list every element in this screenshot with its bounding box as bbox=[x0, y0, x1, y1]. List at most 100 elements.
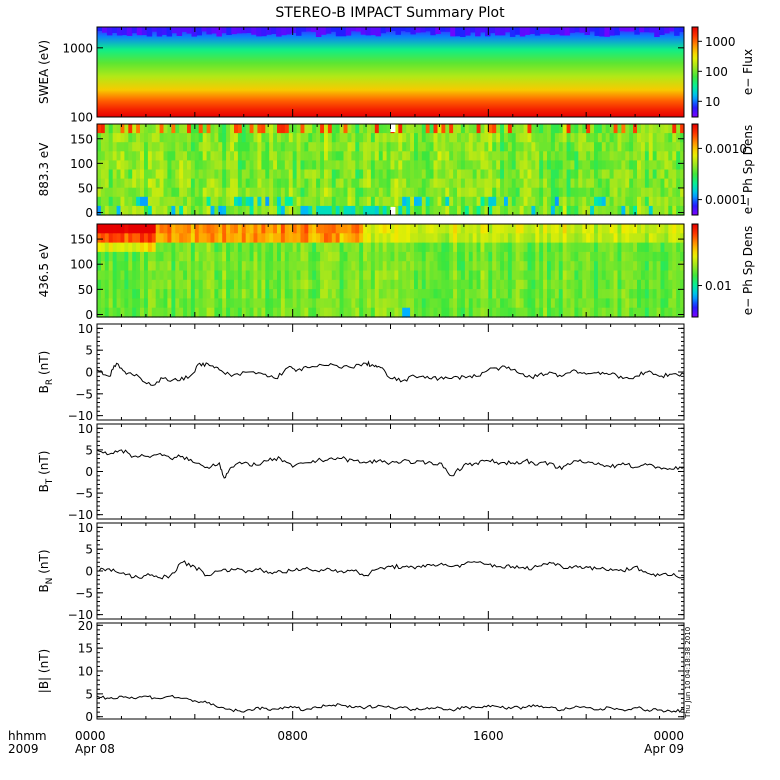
heatmap-cell bbox=[363, 187, 368, 198]
heatmap-cell bbox=[676, 298, 681, 309]
heatmap-cell bbox=[370, 124, 376, 134]
heatmap-cell bbox=[257, 169, 262, 180]
heatmap-cell bbox=[151, 133, 157, 143]
heatmap-cell bbox=[589, 27, 595, 32]
heatmap-cell bbox=[582, 124, 587, 134]
heatmap-cell bbox=[590, 187, 595, 198]
heatmap-cell bbox=[656, 289, 662, 299]
heatmap-cell bbox=[386, 142, 392, 152]
heatmap-cell bbox=[292, 289, 298, 299]
heatmap-cell bbox=[550, 233, 556, 244]
heatmap-cell bbox=[120, 187, 125, 198]
heatmap-cell bbox=[644, 27, 650, 33]
heatmap-cell bbox=[194, 187, 200, 198]
heatmap-cell bbox=[190, 205, 196, 216]
heatmap-cell bbox=[664, 251, 669, 262]
heatmap-cell bbox=[245, 261, 251, 272]
heatmap-cell bbox=[590, 251, 595, 262]
heatmap-cell bbox=[531, 242, 536, 253]
heatmap-cell bbox=[488, 251, 493, 262]
heatmap-cell bbox=[500, 178, 505, 189]
heatmap-cell bbox=[453, 178, 458, 189]
heatmap-cell bbox=[316, 261, 321, 272]
heatmap-cell bbox=[402, 169, 407, 180]
heatmap-cell bbox=[316, 196, 321, 207]
heatmap-cell bbox=[370, 187, 376, 198]
heatmap-cell bbox=[339, 224, 345, 234]
heatmap-cell bbox=[144, 270, 149, 281]
heatmap-cell bbox=[613, 133, 619, 143]
heatmap-cell bbox=[574, 27, 581, 33]
heatmap-cell bbox=[582, 289, 587, 299]
heatmap-cell bbox=[120, 178, 125, 189]
heatmap-cell bbox=[257, 298, 262, 309]
heatmap-cell bbox=[460, 196, 466, 207]
heatmap-cell bbox=[386, 196, 392, 207]
heatmap-cell bbox=[417, 133, 423, 143]
heatmap-cell bbox=[335, 279, 341, 290]
heatmap-cell bbox=[116, 151, 122, 161]
heatmap-cell bbox=[531, 261, 536, 272]
heatmap-cell bbox=[380, 27, 387, 34]
y-tick-label: −10 bbox=[68, 409, 93, 423]
heatmap-cell bbox=[136, 289, 141, 299]
heatmap-cell bbox=[664, 178, 669, 189]
heatmap-cell bbox=[613, 124, 619, 134]
heatmap-cell bbox=[191, 27, 197, 37]
heatmap-cell bbox=[308, 270, 313, 281]
heatmap-cell bbox=[457, 270, 462, 281]
heatmap-cell bbox=[284, 307, 290, 318]
heatmap-cell bbox=[100, 124, 106, 134]
heatmap-cell bbox=[656, 169, 662, 180]
heatmap-cell bbox=[457, 142, 462, 152]
heatmap-cell bbox=[249, 187, 255, 198]
heatmap-cell bbox=[100, 178, 106, 189]
heatmap-cell bbox=[327, 270, 333, 281]
heatmap-cell bbox=[457, 187, 462, 198]
heatmap-cell bbox=[668, 124, 673, 134]
heatmap-cell bbox=[668, 224, 673, 234]
heatmap-cell bbox=[241, 224, 247, 234]
heatmap-cell bbox=[147, 233, 153, 244]
heatmap-cell bbox=[539, 224, 544, 234]
heatmap-cell bbox=[523, 261, 529, 272]
panel-frame-bmag bbox=[96, 622, 685, 720]
heatmap-cell bbox=[218, 298, 223, 309]
heatmap-cell bbox=[414, 151, 419, 161]
heatmap-cell bbox=[320, 270, 325, 281]
heatmap-cell bbox=[226, 233, 231, 244]
heatmap-cell bbox=[485, 27, 491, 37]
heatmap-cell bbox=[527, 307, 532, 318]
heatmap-cell bbox=[390, 27, 396, 31]
heatmap-cell bbox=[414, 169, 419, 180]
heatmap-cell bbox=[637, 196, 642, 207]
heatmap-cell bbox=[320, 251, 325, 262]
heatmap-cell bbox=[500, 205, 505, 216]
heatmap-cell bbox=[310, 27, 317, 32]
heatmap-cell bbox=[202, 233, 208, 244]
heatmap-cell bbox=[504, 169, 509, 180]
heatmap-cell bbox=[574, 151, 579, 161]
heatmap-cell bbox=[574, 233, 579, 244]
heatmap-cell bbox=[410, 251, 415, 262]
heatmap-cell bbox=[136, 279, 141, 290]
heatmap-cell bbox=[402, 142, 407, 152]
heatmap-cell bbox=[147, 205, 153, 216]
heatmap-cell bbox=[625, 178, 630, 189]
heatmap-cell bbox=[562, 169, 568, 180]
heatmap-cell bbox=[265, 298, 270, 309]
heatmap-cell bbox=[523, 279, 529, 290]
heatmap-cell bbox=[253, 205, 258, 216]
heatmap-cell bbox=[312, 270, 317, 281]
heatmap-cell bbox=[277, 298, 282, 309]
heatmap-cell bbox=[374, 151, 380, 161]
heatmap-cell bbox=[222, 224, 227, 234]
heatmap-cell bbox=[261, 233, 266, 244]
heatmap-cell bbox=[433, 224, 438, 234]
heatmap-cell bbox=[492, 142, 497, 152]
heatmap-cell bbox=[449, 242, 454, 253]
heatmap-cell bbox=[578, 298, 583, 309]
heatmap-cell bbox=[370, 133, 376, 143]
heatmap-cell bbox=[194, 261, 200, 272]
heatmap-cell bbox=[500, 160, 505, 171]
